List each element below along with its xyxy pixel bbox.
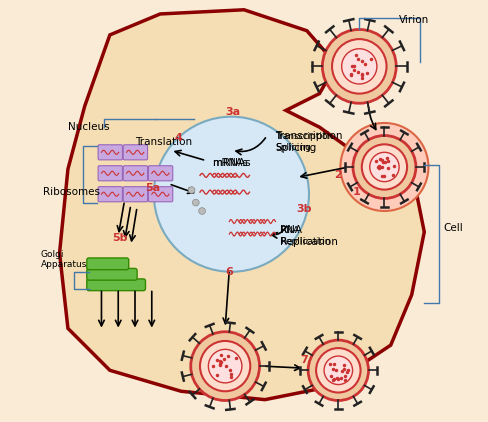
Text: Nucleus: Nucleus: [68, 122, 109, 132]
FancyBboxPatch shape: [123, 145, 147, 160]
Circle shape: [208, 349, 242, 383]
FancyBboxPatch shape: [148, 166, 173, 181]
FancyBboxPatch shape: [98, 145, 122, 160]
Text: Virion: Virion: [399, 15, 429, 25]
Circle shape: [342, 49, 377, 84]
Text: 7: 7: [301, 355, 308, 365]
Text: Translation: Translation: [135, 137, 192, 147]
FancyBboxPatch shape: [98, 166, 122, 181]
Text: Transcription
Splicing: Transcription Splicing: [275, 131, 343, 153]
Text: 1: 1: [353, 187, 361, 197]
Text: Ribosomes: Ribosomes: [43, 187, 100, 197]
Text: mRNAs: mRNAs: [213, 158, 248, 168]
Circle shape: [191, 332, 260, 400]
Circle shape: [316, 348, 361, 392]
Text: 2: 2: [334, 170, 342, 180]
Text: Cell: Cell: [443, 223, 463, 233]
Circle shape: [192, 199, 199, 206]
Circle shape: [370, 152, 399, 181]
FancyBboxPatch shape: [148, 187, 173, 202]
FancyBboxPatch shape: [98, 187, 122, 202]
Circle shape: [200, 341, 250, 391]
FancyBboxPatch shape: [87, 258, 129, 270]
Text: 4: 4: [175, 133, 183, 143]
Circle shape: [332, 39, 386, 94]
Text: Golgi
Apparatus: Golgi Apparatus: [41, 249, 87, 269]
Text: 6: 6: [225, 267, 233, 277]
Text: mRNAs: mRNAs: [213, 158, 250, 168]
Circle shape: [199, 208, 205, 214]
FancyBboxPatch shape: [87, 268, 137, 280]
Circle shape: [323, 30, 396, 103]
Text: 3b: 3b: [296, 204, 312, 214]
Circle shape: [188, 187, 195, 193]
FancyBboxPatch shape: [87, 279, 145, 291]
Circle shape: [308, 340, 368, 400]
Text: 5b: 5b: [112, 233, 127, 243]
Text: 3a: 3a: [225, 108, 240, 117]
Polygon shape: [60, 10, 424, 400]
Circle shape: [154, 116, 309, 272]
Text: 5a: 5a: [145, 183, 161, 193]
Circle shape: [353, 135, 416, 198]
Circle shape: [362, 144, 407, 189]
Text: RNA
Replication: RNA Replication: [280, 225, 338, 247]
Text: Transcription
Splicing: Transcription Splicing: [275, 132, 334, 151]
Text: RNA
Replication: RNA Replication: [280, 227, 330, 246]
FancyBboxPatch shape: [123, 166, 147, 181]
FancyBboxPatch shape: [123, 187, 147, 202]
Circle shape: [341, 123, 428, 211]
Circle shape: [324, 356, 352, 384]
